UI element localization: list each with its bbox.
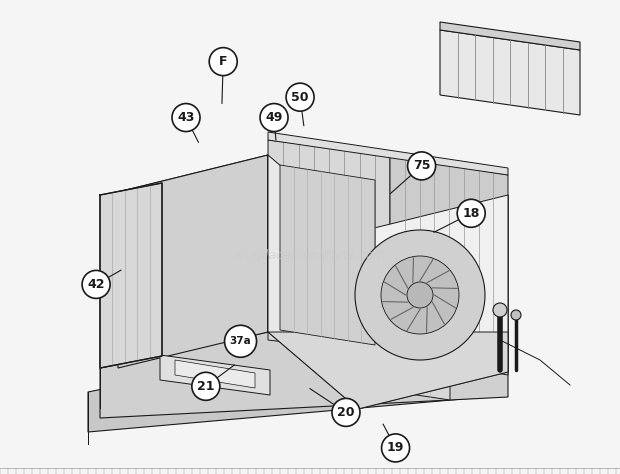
Text: 37a: 37a (229, 336, 252, 346)
Circle shape (381, 434, 410, 462)
Polygon shape (268, 155, 358, 409)
Circle shape (260, 103, 288, 132)
Polygon shape (100, 332, 508, 418)
Polygon shape (268, 140, 390, 355)
Circle shape (355, 230, 485, 360)
Polygon shape (268, 332, 508, 409)
Polygon shape (100, 183, 162, 368)
Polygon shape (370, 355, 450, 400)
Circle shape (457, 199, 485, 228)
Circle shape (493, 303, 507, 317)
Circle shape (381, 256, 459, 334)
Circle shape (407, 282, 433, 308)
Text: 21: 21 (197, 380, 215, 393)
Circle shape (224, 325, 257, 357)
Text: eReplacementParts.com: eReplacementParts.com (234, 248, 386, 262)
Circle shape (209, 47, 237, 76)
Polygon shape (440, 30, 580, 115)
Polygon shape (268, 132, 508, 175)
Polygon shape (268, 155, 508, 372)
Circle shape (172, 103, 200, 132)
Text: 50: 50 (291, 91, 309, 104)
Text: 75: 75 (413, 159, 430, 173)
Polygon shape (118, 155, 508, 232)
Circle shape (192, 372, 220, 401)
Text: 20: 20 (337, 406, 355, 419)
Polygon shape (175, 360, 255, 388)
Circle shape (332, 398, 360, 427)
Text: 49: 49 (265, 111, 283, 124)
Text: 42: 42 (87, 278, 105, 291)
Circle shape (407, 152, 436, 180)
Polygon shape (358, 195, 508, 409)
Circle shape (82, 270, 110, 299)
Polygon shape (440, 22, 580, 50)
Polygon shape (118, 155, 268, 368)
Text: F: F (219, 55, 228, 68)
Circle shape (286, 83, 314, 111)
Polygon shape (390, 155, 508, 375)
Text: 43: 43 (177, 111, 195, 124)
Polygon shape (88, 355, 508, 432)
Polygon shape (280, 165, 375, 345)
Text: 19: 19 (387, 441, 404, 455)
Circle shape (511, 310, 521, 320)
Polygon shape (160, 355, 270, 395)
Text: 18: 18 (463, 207, 480, 220)
